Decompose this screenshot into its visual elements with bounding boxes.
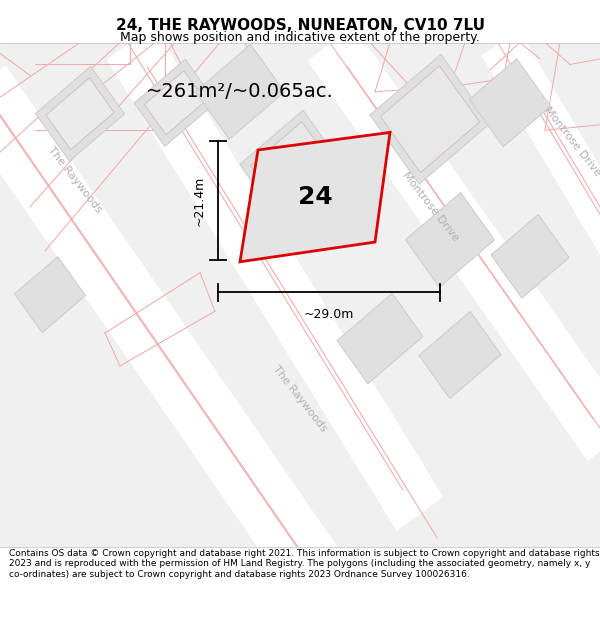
Polygon shape (419, 311, 501, 399)
Text: Contains OS data © Crown copyright and database right 2021. This information is : Contains OS data © Crown copyright and d… (9, 549, 599, 579)
Text: Map shows position and indicative extent of the property.: Map shows position and indicative extent… (120, 31, 480, 44)
Polygon shape (107, 26, 443, 531)
Polygon shape (46, 78, 114, 149)
Polygon shape (251, 122, 329, 204)
Polygon shape (134, 59, 216, 146)
Polygon shape (196, 44, 284, 139)
Polygon shape (0, 42, 600, 547)
Text: Montrose Drive: Montrose Drive (400, 171, 460, 244)
Polygon shape (469, 59, 551, 147)
Polygon shape (482, 29, 600, 308)
Text: Montrose Drive: Montrose Drive (542, 104, 600, 177)
Polygon shape (240, 132, 390, 262)
Polygon shape (145, 71, 205, 135)
Polygon shape (308, 24, 600, 461)
Polygon shape (14, 257, 86, 332)
Text: 24: 24 (298, 184, 333, 209)
Text: ~261m²/~0.065ac.: ~261m²/~0.065ac. (146, 82, 334, 101)
Text: The Raywoods: The Raywoods (46, 144, 104, 214)
Polygon shape (370, 54, 490, 184)
Polygon shape (406, 192, 494, 288)
Polygon shape (0, 65, 346, 601)
Text: ~29.0m: ~29.0m (304, 308, 354, 321)
Polygon shape (35, 66, 125, 161)
Text: The Raywoods: The Raywoods (271, 364, 329, 434)
Polygon shape (240, 110, 340, 216)
Polygon shape (491, 214, 569, 298)
Polygon shape (337, 293, 423, 384)
Text: ~21.4m: ~21.4m (193, 175, 206, 226)
Polygon shape (380, 66, 479, 173)
Text: 24, THE RAYWOODS, NUNEATON, CV10 7LU: 24, THE RAYWOODS, NUNEATON, CV10 7LU (115, 18, 485, 32)
